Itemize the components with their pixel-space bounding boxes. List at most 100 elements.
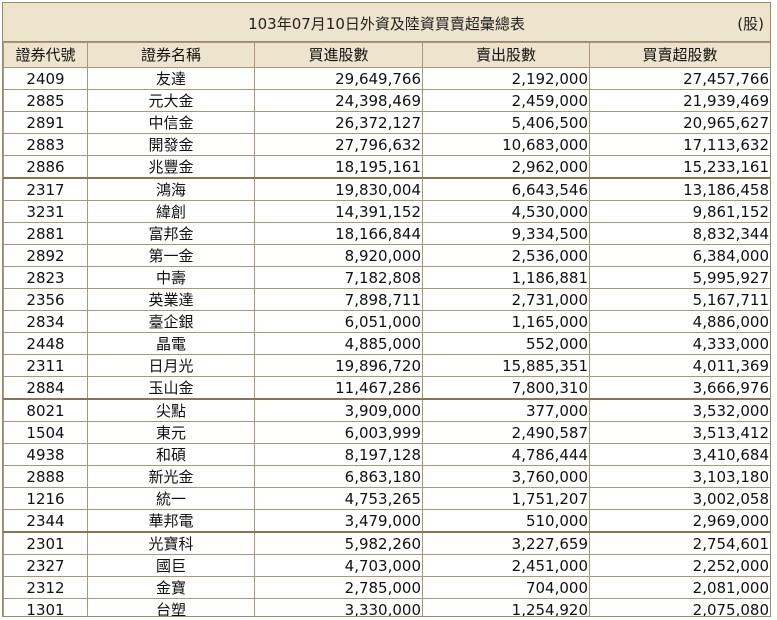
cell-name: 中壽 xyxy=(87,266,255,289)
cell-buy: 26,372,127 xyxy=(254,111,423,134)
column-header-net: 買賣超股數 xyxy=(589,42,770,68)
cell-net: 3,513,412 xyxy=(589,421,770,444)
cell-code: 2884 xyxy=(3,376,88,400)
table-row: 1216 統一 4,753,265 1,751,207 3,002,058 xyxy=(3,487,770,510)
cell-net: 5,995,927 xyxy=(589,266,770,289)
cell-code: 2885 xyxy=(3,89,88,112)
cell-name: 國巨 xyxy=(87,554,255,577)
cell-buy: 6,003,999 xyxy=(254,421,423,444)
cell-name: 金寶 xyxy=(87,576,255,599)
cell-net: 20,965,627 xyxy=(589,111,770,134)
cell-net: 2,969,000 xyxy=(589,509,770,533)
column-header-code: 證券代號 xyxy=(3,42,88,68)
table-row: 1301 台塑 3,330,000 1,254,920 2,075,080 xyxy=(3,598,770,616)
cell-code: 1216 xyxy=(3,487,88,510)
cell-buy: 5,982,260 xyxy=(254,531,423,555)
cell-sell: 3,760,000 xyxy=(422,465,590,488)
cell-name: 光寶科 xyxy=(87,531,255,555)
cell-name: 和碩 xyxy=(87,443,255,466)
cell-sell: 1,751,207 xyxy=(422,487,590,510)
report-title: 103年07月10日外資及陸資買賣超彙總表 xyxy=(248,15,525,33)
cell-buy: 4,753,265 xyxy=(254,487,423,510)
cell-name: 鴻海 xyxy=(87,177,255,201)
cell-sell: 704,000 xyxy=(422,576,590,599)
table-row: 2823 中壽 7,182,808 1,186,881 5,995,927 xyxy=(3,266,770,289)
cell-net: 4,333,000 xyxy=(589,332,770,355)
column-header-sell: 賣出股數 xyxy=(422,42,590,68)
cell-sell: 1,254,920 xyxy=(422,598,590,616)
cell-net: 3,002,058 xyxy=(589,487,770,510)
cell-net: 3,532,000 xyxy=(589,398,770,422)
cell-name: 日月光 xyxy=(87,354,255,377)
cell-buy: 19,830,004 xyxy=(254,177,423,201)
cell-code: 2886 xyxy=(3,155,88,179)
cell-name: 華邦電 xyxy=(87,509,255,533)
cell-name: 富邦金 xyxy=(87,222,255,245)
table-row: 2891 中信金 26,372,127 5,406,500 20,965,627 xyxy=(3,111,770,134)
cell-code: 2356 xyxy=(3,288,88,311)
cell-name: 晶電 xyxy=(87,332,255,355)
cell-buy: 11,467,286 xyxy=(254,376,423,400)
cell-code: 2448 xyxy=(3,332,88,355)
cell-net: 21,939,469 xyxy=(589,89,770,112)
cell-buy: 14,391,152 xyxy=(254,200,423,223)
cell-name: 臺企銀 xyxy=(87,310,255,333)
cell-sell: 377,000 xyxy=(422,398,590,422)
cell-sell: 7,800,310 xyxy=(422,376,590,400)
table-row: 2892 第一金 8,920,000 2,536,000 6,384,000 xyxy=(3,244,770,267)
cell-buy: 7,182,808 xyxy=(254,266,423,289)
cell-buy: 3,909,000 xyxy=(254,398,423,422)
cell-sell: 1,186,881 xyxy=(422,266,590,289)
unit-label: (股) xyxy=(737,15,764,33)
table-row: 2886 兆豐金 18,195,161 2,962,000 15,233,161 xyxy=(3,155,770,179)
table-row: 2888 新光金 6,863,180 3,760,000 3,103,180 xyxy=(3,465,770,488)
table-row: 2327 國巨 4,703,000 2,451,000 2,252,000 xyxy=(3,554,770,577)
cell-sell: 9,334,500 xyxy=(422,222,590,245)
table-row: 2311 日月光 19,896,720 15,885,351 4,011,369 xyxy=(3,354,770,377)
cell-sell: 2,192,000 xyxy=(422,67,590,90)
cell-buy: 8,920,000 xyxy=(254,244,423,267)
title-bar: 103年07月10日外資及陸資買賣超彙總表 (股) xyxy=(3,3,770,42)
cell-buy: 24,398,469 xyxy=(254,89,423,112)
cell-net: 2,081,000 xyxy=(589,576,770,599)
cell-name: 緯創 xyxy=(87,200,255,223)
cell-name: 尖點 xyxy=(87,398,255,422)
cell-sell: 5,406,500 xyxy=(422,111,590,134)
cell-name: 中信金 xyxy=(87,111,255,134)
table-row: 4938 和碩 8,197,128 4,786,444 3,410,684 xyxy=(3,443,770,466)
cell-sell: 2,962,000 xyxy=(422,155,590,179)
cell-code: 1301 xyxy=(3,598,88,616)
cell-sell: 1,165,000 xyxy=(422,310,590,333)
cell-code: 2409 xyxy=(3,67,88,90)
cell-buy: 4,703,000 xyxy=(254,554,423,577)
table-row: 2834 臺企銀 6,051,000 1,165,000 4,886,000 xyxy=(3,310,770,333)
table-row: 2317 鴻海 19,830,004 6,643,546 13,186,458 xyxy=(3,177,770,201)
cell-buy: 29,649,766 xyxy=(254,67,423,90)
cell-net: 4,886,000 xyxy=(589,310,770,333)
table-row: 2356 英業達 7,898,711 2,731,000 5,167,711 xyxy=(3,288,770,311)
cell-sell: 510,000 xyxy=(422,509,590,533)
cell-buy: 3,479,000 xyxy=(254,509,423,533)
table-row: 2884 玉山金 11,467,286 7,800,310 3,666,976 xyxy=(3,376,770,400)
cell-code: 2891 xyxy=(3,111,88,134)
table-header-row: 證券代號 證券名稱 買進股數 賣出股數 買賣超股數 xyxy=(3,42,770,68)
cell-sell: 6,643,546 xyxy=(422,177,590,201)
cell-buy: 4,885,000 xyxy=(254,332,423,355)
cell-code: 2888 xyxy=(3,465,88,488)
cell-net: 27,457,766 xyxy=(589,67,770,90)
cell-name: 元大金 xyxy=(87,89,255,112)
cell-buy: 19,896,720 xyxy=(254,354,423,377)
cell-code: 2823 xyxy=(3,266,88,289)
cell-name: 玉山金 xyxy=(87,376,255,400)
cell-code: 2312 xyxy=(3,576,88,599)
cell-net: 3,666,976 xyxy=(589,376,770,400)
cell-name: 台塑 xyxy=(87,598,255,616)
cell-buy: 27,796,632 xyxy=(254,133,423,156)
cell-buy: 6,863,180 xyxy=(254,465,423,488)
cell-name: 東元 xyxy=(87,421,255,444)
table-row: 2312 金寶 2,785,000 704,000 2,081,000 xyxy=(3,576,770,599)
cell-code: 2311 xyxy=(3,354,88,377)
table-body: 2409 友達 29,649,766 2,192,000 27,457,766 2885 元… xyxy=(3,67,770,616)
cell-buy: 3,330,000 xyxy=(254,598,423,616)
